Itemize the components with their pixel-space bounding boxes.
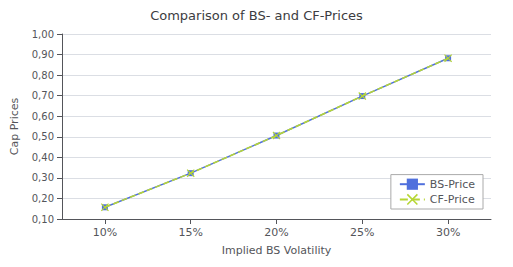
svg-text:25%: 25% xyxy=(350,226,374,239)
svg-text:0,90: 0,90 xyxy=(32,49,54,60)
svg-text:15%: 15% xyxy=(178,226,202,239)
svg-text:Implied BS Volatility: Implied BS Volatility xyxy=(222,244,332,257)
svg-text:0,30: 0,30 xyxy=(32,172,54,183)
svg-text:0,10: 0,10 xyxy=(32,214,54,225)
svg-text:0,60: 0,60 xyxy=(32,111,54,122)
svg-text:Comparison of BS- and CF-Price: Comparison of BS- and CF-Prices xyxy=(150,8,363,23)
svg-text:20%: 20% xyxy=(264,226,288,239)
svg-text:0,70: 0,70 xyxy=(32,90,54,101)
svg-text:0,40: 0,40 xyxy=(32,152,54,163)
svg-text:1,00: 1,00 xyxy=(32,29,54,40)
svg-text:30%: 30% xyxy=(436,226,460,239)
svg-text:0,20: 0,20 xyxy=(32,193,54,204)
svg-text:0,80: 0,80 xyxy=(32,70,54,81)
svg-text:Cap Prices: Cap Prices xyxy=(8,98,21,156)
svg-text:BS-Price: BS-Price xyxy=(430,178,475,191)
svg-text:0,50: 0,50 xyxy=(32,131,54,142)
svg-text:CF-Price: CF-Price xyxy=(430,193,475,206)
svg-text:10%: 10% xyxy=(93,226,117,239)
